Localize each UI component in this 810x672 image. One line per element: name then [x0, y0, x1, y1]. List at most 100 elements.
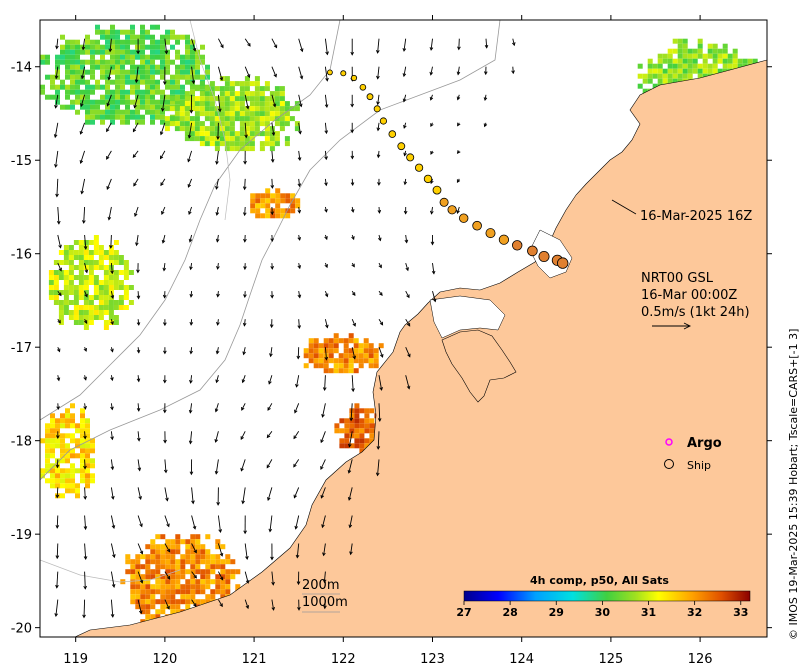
current-vector	[160, 178, 166, 187]
current-vector	[271, 66, 277, 78]
current-vector	[321, 515, 326, 529]
current-vector	[378, 375, 383, 391]
current-vector	[136, 38, 140, 55]
current-vector	[163, 319, 167, 327]
lat-tick-label: -19	[11, 528, 32, 543]
current-vector	[377, 234, 382, 242]
current-vector	[403, 122, 407, 129]
current-vector	[294, 403, 300, 414]
current-vector	[189, 291, 194, 298]
current-vector	[297, 319, 302, 330]
current-vector	[83, 403, 87, 410]
current-vector	[324, 150, 328, 161]
current-vector	[376, 66, 380, 80]
current-vector	[484, 38, 489, 49]
lat-tick-label: -17	[11, 341, 32, 356]
current-vector	[216, 122, 220, 140]
current-vector	[293, 487, 300, 499]
current-vector	[351, 262, 355, 268]
current-vector	[377, 403, 382, 422]
current-vector	[84, 290, 88, 298]
plot-frame	[39, 19, 768, 638]
current-vector	[55, 571, 59, 589]
current-vector	[83, 431, 87, 440]
current-vector	[350, 178, 355, 187]
contour-west	[189, 20, 231, 221]
current-vector	[376, 150, 381, 159]
current-vector	[217, 94, 222, 113]
current-vector	[242, 347, 246, 356]
current-vector	[163, 375, 167, 384]
current-vector	[296, 347, 301, 360]
current-vector	[110, 431, 114, 441]
current-vector	[350, 206, 355, 213]
current-vector	[136, 263, 140, 274]
current-vector	[270, 234, 275, 243]
current-vector	[163, 66, 167, 86]
current-vector	[298, 38, 304, 53]
colorbar-tick-label: 29	[549, 606, 564, 619]
current-vector	[137, 459, 142, 472]
current-vector	[188, 403, 193, 414]
current-vector	[403, 150, 407, 157]
current-vector	[270, 291, 274, 299]
current-vector	[348, 515, 353, 529]
current-vector	[377, 178, 381, 186]
ship-position-marker	[326, 69, 333, 76]
current-vector	[350, 150, 355, 160]
sst-patch	[40, 403, 95, 499]
current-vector	[164, 487, 169, 502]
current-vector	[82, 599, 86, 619]
ship-position-marker	[472, 220, 482, 231]
sst-patch	[164, 76, 300, 152]
current-vector	[297, 291, 302, 299]
current-vector	[324, 206, 328, 213]
current-vector	[217, 543, 224, 557]
current-vector	[297, 178, 302, 188]
current-vector	[244, 571, 250, 584]
current-vector	[376, 94, 380, 106]
current-vector	[191, 515, 197, 530]
ship-position-marker	[447, 205, 457, 215]
current-vector	[297, 150, 302, 162]
current-vector	[324, 347, 329, 361]
current-vector	[403, 206, 408, 215]
current-vector	[83, 318, 88, 324]
current-vector	[405, 347, 411, 358]
current-vector	[136, 291, 141, 300]
current-vector	[57, 290, 62, 297]
ship-position-marker	[406, 153, 415, 162]
current-vector	[430, 235, 435, 246]
current-vector	[160, 150, 166, 160]
current-vector	[164, 571, 171, 580]
current-vector	[57, 318, 61, 324]
current-vector	[378, 290, 383, 296]
current-vector	[243, 515, 247, 535]
current-vector	[347, 459, 353, 474]
current-vector	[429, 66, 434, 76]
argo-marker	[665, 438, 673, 446]
current-vector	[269, 347, 273, 358]
current-vector	[375, 38, 380, 54]
current-vector	[244, 66, 251, 79]
current-vector	[217, 515, 223, 534]
current-vector	[164, 599, 170, 610]
current-vector	[215, 150, 219, 165]
current-vector	[271, 599, 276, 611]
current-vector	[270, 178, 275, 189]
current-vector	[137, 487, 142, 501]
axis-ticks: 119 120 121 122 123 124 125 126 -14 -15 -16 -17 -18 -…	[11, 15, 772, 667]
current-vector	[350, 94, 354, 108]
current-vector	[432, 290, 437, 303]
current-vector	[56, 403, 60, 411]
current-vector	[55, 459, 60, 469]
current-vector	[240, 431, 246, 441]
current-vector	[457, 122, 461, 127]
current-vector	[320, 459, 326, 470]
colorbar-ticks: 27 28 29 30 31 32 33	[456, 601, 748, 619]
current-vector	[214, 459, 219, 475]
colorbar-tick-label: 27	[456, 606, 471, 619]
current-vector	[164, 515, 170, 528]
lon-tick-label: 119	[63, 652, 88, 667]
current-vector	[188, 431, 193, 445]
